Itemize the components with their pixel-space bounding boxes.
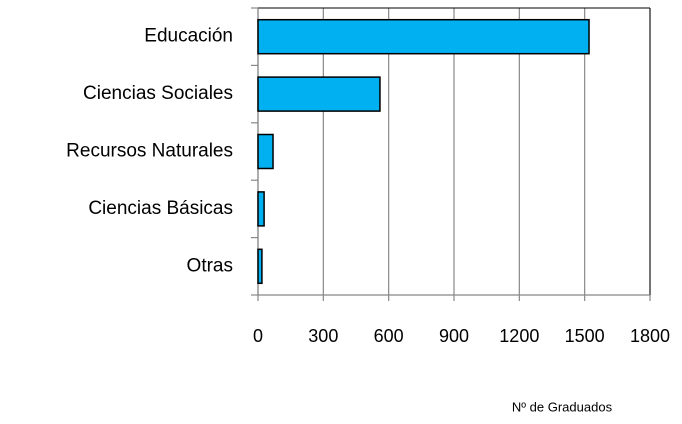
x-tick-label: 1800 [630, 326, 670, 346]
y-tick-label: Ciencias Sociales [83, 83, 233, 104]
bar [257, 191, 265, 227]
x-tick-label: 600 [374, 326, 404, 346]
x-axis-title: Nº de Graduados [512, 399, 613, 414]
y-tick-label: Ciencias Básicas [88, 198, 233, 219]
x-tick-label: 0 [253, 326, 263, 346]
x-tick-label: 900 [439, 326, 469, 346]
x-tick-label: 1200 [499, 326, 539, 346]
bar [257, 76, 381, 112]
bar [257, 18, 590, 55]
x-tick-label: 1500 [565, 326, 605, 346]
y-tick-label: Educación [144, 26, 233, 47]
bar [257, 133, 274, 170]
bar [257, 248, 263, 285]
y-tick-label: Recursos Naturales [66, 141, 233, 162]
y-tick-label: Otras [187, 255, 233, 276]
x-tick-label: 300 [308, 326, 338, 346]
